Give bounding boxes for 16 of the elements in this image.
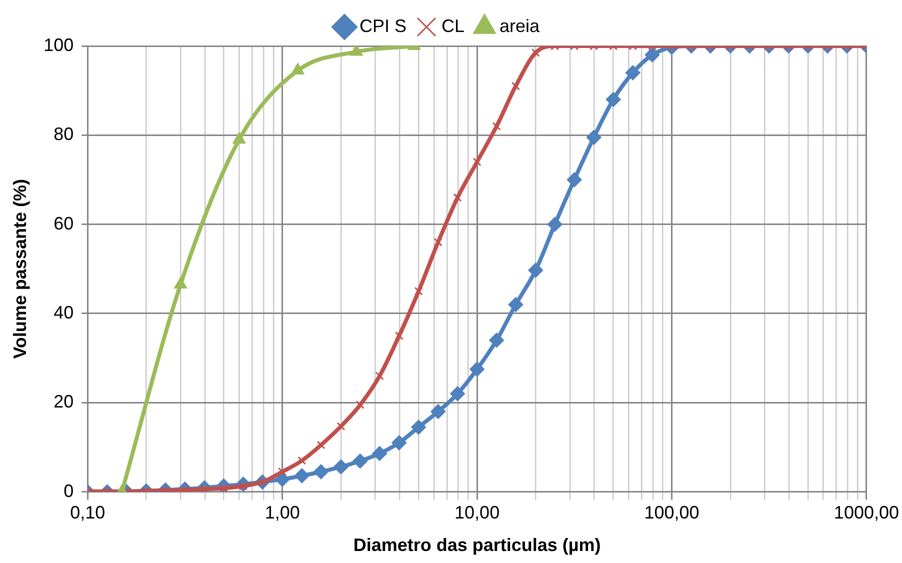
x-tick-label: 0,10 bbox=[70, 502, 106, 523]
legend-label: CPI S bbox=[359, 16, 406, 36]
legend-label: CL bbox=[441, 16, 465, 36]
x-tick-label: 100,00 bbox=[644, 502, 700, 523]
y-tick-label: 80 bbox=[54, 124, 74, 144]
y-tick-label: 0 bbox=[64, 480, 74, 501]
y-axis-title: Volume passante (%) bbox=[10, 179, 30, 359]
y-tick-label: 100 bbox=[44, 34, 74, 55]
y-tick-label: 20 bbox=[54, 392, 74, 412]
x-tick-label: 10,00 bbox=[454, 502, 500, 523]
x-tick-label: 1,00 bbox=[264, 502, 300, 523]
x-tick-label: 1000,00 bbox=[834, 502, 900, 523]
y-tick-label: 60 bbox=[54, 213, 74, 234]
legend-label: areia bbox=[500, 16, 541, 36]
x-axis-title: Diametro das particulas (µm) bbox=[353, 535, 601, 556]
y-tick-label: 40 bbox=[54, 302, 74, 322]
